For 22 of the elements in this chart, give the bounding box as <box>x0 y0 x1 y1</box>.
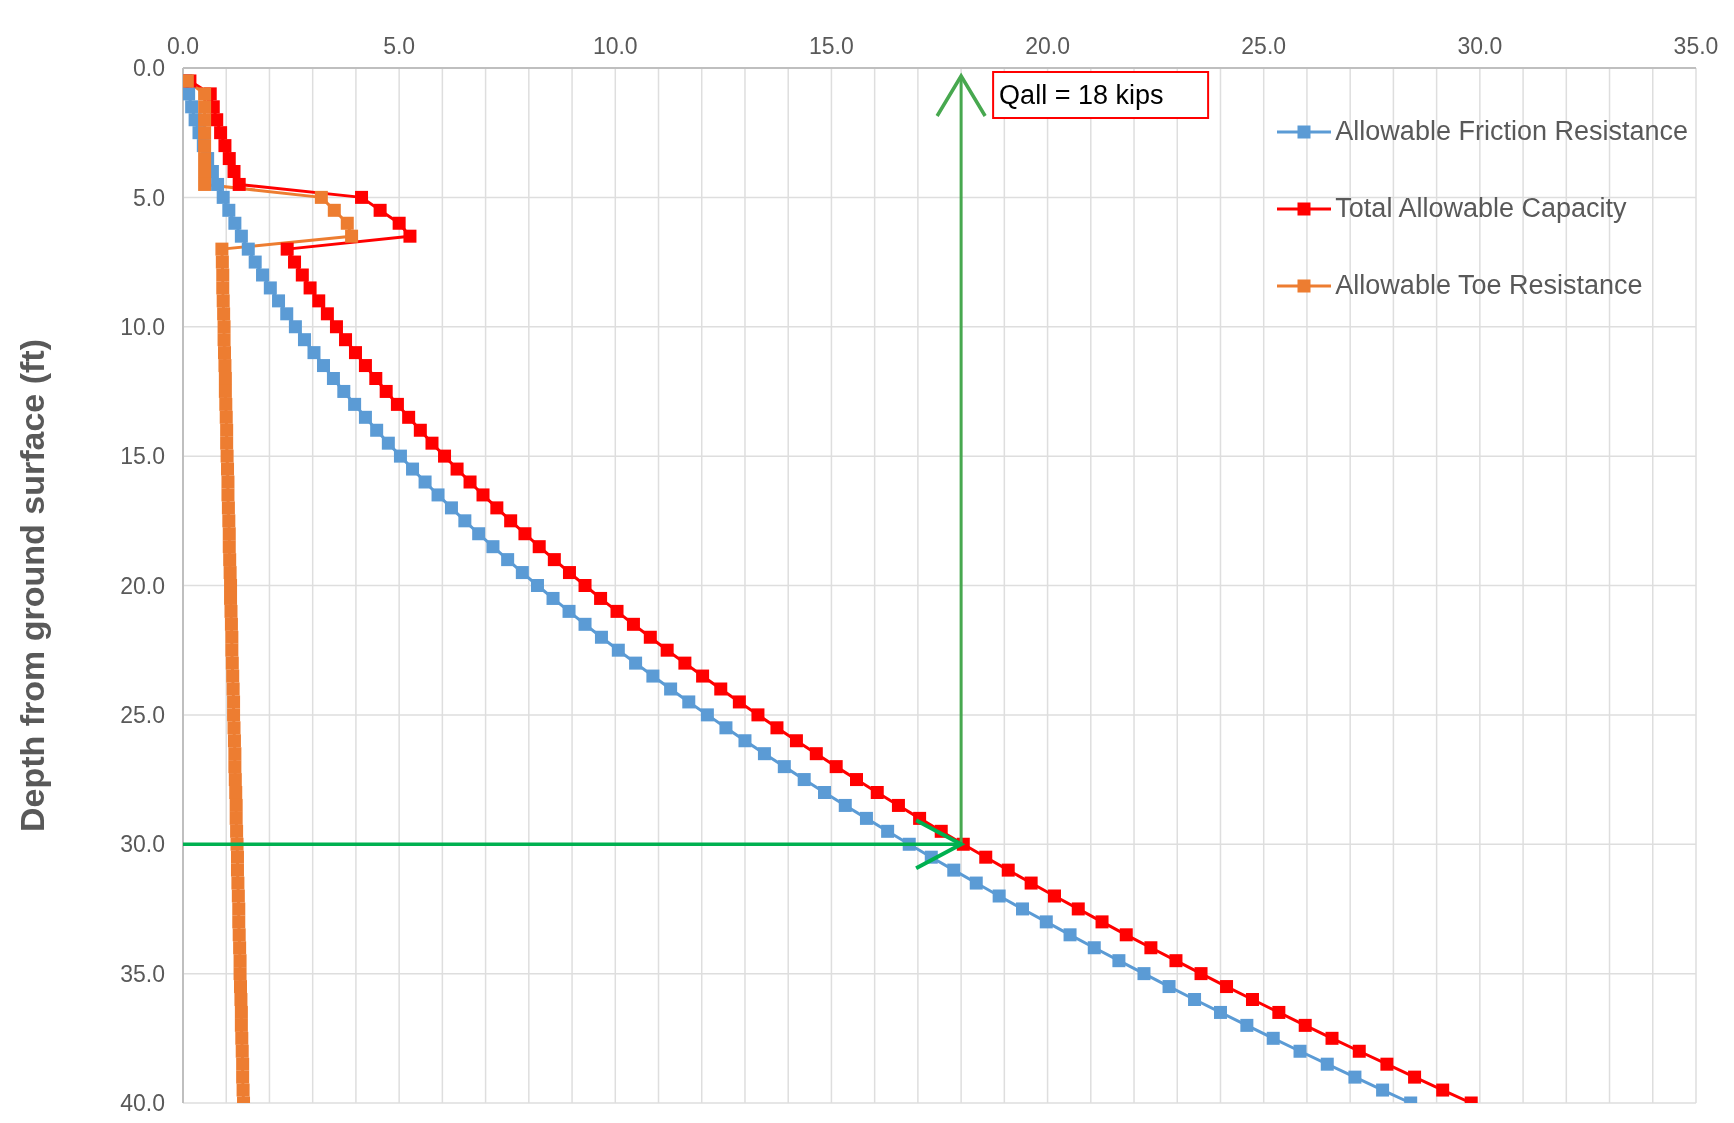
legend-label: Allowable Toe Resistance <box>1335 270 1643 301</box>
x-tick-label: 20.0 <box>1025 33 1070 59</box>
x-tick-label: 5.0 <box>383 33 416 59</box>
y-tick-label: 30.0 <box>120 831 165 858</box>
y-tick-label: 5.0 <box>133 184 165 211</box>
x-tick-label: 35.0 <box>1673 33 1719 59</box>
x-tick-label: 15.0 <box>809 33 854 59</box>
y-tick-label: 10.0 <box>120 313 165 340</box>
x-tick-label: 10.0 <box>592 33 638 59</box>
y-tick-label: 40.0 <box>120 1090 165 1117</box>
ref-line-label: Qall = 18 kips <box>999 80 1164 110</box>
legend-label: Total Allowable Capacity <box>1335 193 1627 224</box>
x-tick-label: 25.0 <box>1241 33 1287 59</box>
x-tick-label: 30.0 <box>1457 33 1503 59</box>
y-axis-title: Depth from ground surface (ft) <box>13 339 51 832</box>
y-tick-label: 20.0 <box>120 572 165 599</box>
y-tick-label: 25.0 <box>120 702 165 729</box>
y-tick-label: 0.0 <box>133 55 165 82</box>
y-tick-label: 35.0 <box>120 960 165 987</box>
x-tick-label: 0.0 <box>167 33 199 59</box>
y-tick-label: 15.0 <box>120 443 165 470</box>
legend-label: Allowable Friction Resistance <box>1335 116 1688 147</box>
